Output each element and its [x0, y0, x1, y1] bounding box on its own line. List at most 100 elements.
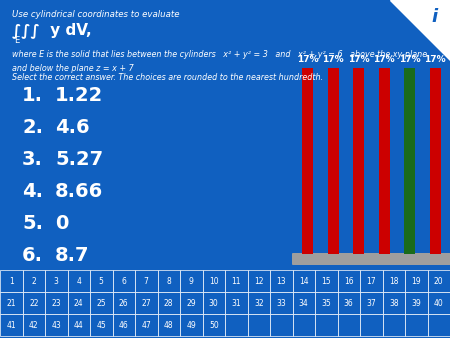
- Polygon shape: [390, 0, 450, 60]
- Text: and below the plane z = x + 7: and below the plane z = x + 7: [12, 64, 134, 73]
- Bar: [328, 68, 339, 254]
- Text: 34: 34: [299, 298, 309, 308]
- Bar: [270, 314, 292, 336]
- Text: 5: 5: [99, 276, 104, 286]
- Text: 8: 8: [166, 276, 171, 286]
- Bar: [0, 314, 22, 336]
- Text: 5.27: 5.27: [55, 150, 103, 169]
- Bar: [338, 270, 360, 292]
- Text: 42: 42: [29, 320, 39, 330]
- Text: 46: 46: [119, 320, 129, 330]
- Text: 50: 50: [209, 320, 219, 330]
- Text: 1.: 1.: [22, 86, 43, 105]
- Text: 16: 16: [344, 276, 354, 286]
- Bar: [135, 292, 158, 314]
- Text: 32: 32: [254, 298, 264, 308]
- Bar: [112, 314, 135, 336]
- Text: 19: 19: [411, 276, 421, 286]
- Bar: [315, 270, 338, 292]
- Text: 17%: 17%: [348, 55, 369, 64]
- Bar: [90, 314, 112, 336]
- Text: 12: 12: [254, 276, 264, 286]
- Bar: [90, 270, 112, 292]
- Text: 23: 23: [51, 298, 61, 308]
- Bar: [338, 292, 360, 314]
- Text: 41: 41: [6, 320, 16, 330]
- Bar: [248, 270, 270, 292]
- Bar: [353, 68, 364, 254]
- Text: 30: 30: [209, 298, 219, 308]
- Bar: [135, 314, 158, 336]
- Bar: [292, 270, 315, 292]
- Text: 22: 22: [29, 298, 39, 308]
- Text: 17%: 17%: [297, 55, 319, 64]
- Text: 17%: 17%: [374, 55, 395, 64]
- Bar: [158, 292, 180, 314]
- Text: 18: 18: [389, 276, 399, 286]
- Text: ∫∫∫  y dV,: ∫∫∫ y dV,: [12, 22, 92, 38]
- Text: 4.: 4.: [22, 182, 43, 201]
- Text: 15: 15: [321, 276, 331, 286]
- Bar: [68, 292, 90, 314]
- Bar: [428, 314, 450, 336]
- Bar: [382, 270, 405, 292]
- Bar: [225, 314, 248, 336]
- Text: 28: 28: [164, 298, 174, 308]
- Text: 11: 11: [231, 276, 241, 286]
- Text: 5.: 5.: [22, 214, 43, 233]
- Text: 43: 43: [51, 320, 61, 330]
- Bar: [315, 314, 338, 336]
- Bar: [180, 314, 202, 336]
- Bar: [270, 270, 292, 292]
- Text: 17: 17: [366, 276, 376, 286]
- Bar: [428, 292, 450, 314]
- Text: 6.: 6.: [22, 246, 43, 265]
- Bar: [360, 314, 382, 336]
- Bar: [22, 314, 45, 336]
- Text: 48: 48: [164, 320, 174, 330]
- Text: 4: 4: [76, 276, 81, 286]
- Bar: [360, 292, 382, 314]
- Bar: [270, 292, 292, 314]
- Text: 2: 2: [32, 276, 36, 286]
- Bar: [202, 292, 225, 314]
- Bar: [180, 270, 202, 292]
- Text: 20: 20: [434, 276, 444, 286]
- Bar: [68, 270, 90, 292]
- Bar: [338, 314, 360, 336]
- Text: 3: 3: [54, 276, 58, 286]
- Bar: [405, 270, 428, 292]
- Bar: [0, 270, 22, 292]
- Bar: [112, 292, 135, 314]
- Bar: [292, 314, 315, 336]
- Text: 3.: 3.: [22, 150, 43, 169]
- Text: i: i: [432, 8, 438, 26]
- Text: 2.: 2.: [22, 118, 43, 137]
- Bar: [404, 68, 415, 254]
- Text: 38: 38: [389, 298, 399, 308]
- Bar: [225, 292, 248, 314]
- Bar: [405, 314, 428, 336]
- Text: 33: 33: [276, 298, 286, 308]
- Text: 40: 40: [434, 298, 444, 308]
- Text: 13: 13: [276, 276, 286, 286]
- Text: 44: 44: [74, 320, 84, 330]
- Bar: [180, 292, 202, 314]
- Bar: [302, 68, 314, 254]
- Text: 17%: 17%: [399, 55, 421, 64]
- Text: 4.6: 4.6: [55, 118, 90, 137]
- Text: 8.7: 8.7: [55, 246, 90, 265]
- Text: 31: 31: [231, 298, 241, 308]
- Text: Select the correct answer. The choices are rounded to the nearest hundredth.: Select the correct answer. The choices a…: [12, 73, 323, 82]
- Bar: [68, 314, 90, 336]
- Text: 45: 45: [96, 320, 106, 330]
- Text: 1: 1: [9, 276, 14, 286]
- Bar: [158, 270, 180, 292]
- Bar: [225, 270, 248, 292]
- Bar: [428, 270, 450, 292]
- Text: 21: 21: [6, 298, 16, 308]
- Bar: [315, 292, 338, 314]
- Text: 35: 35: [321, 298, 331, 308]
- Bar: [292, 292, 315, 314]
- Text: 49: 49: [186, 320, 196, 330]
